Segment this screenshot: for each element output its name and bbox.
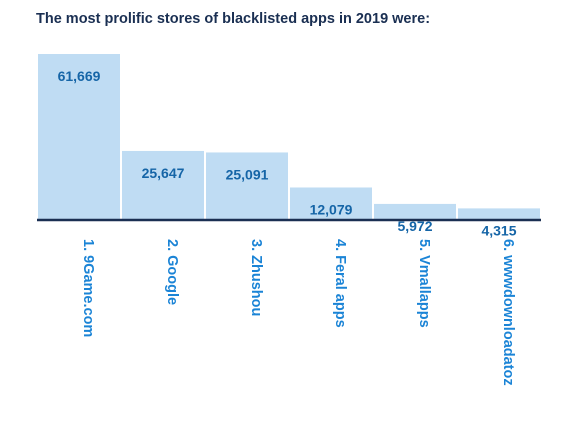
category-labels-layer: 1. 9Game.com 2. Google 3. Zhushou 4. Feral …: [80, 239, 516, 386]
bar-2: [122, 150, 204, 220]
category-label-2: 2. Google: [164, 239, 180, 305]
value-labels-layer: 61,669 25,647 25,091 12,079 5,972 4,315: [58, 68, 517, 238]
bar-4: [290, 187, 372, 220]
bar-3: [206, 152, 288, 220]
category-label-1: 1. 9Game.com: [80, 239, 96, 337]
bar-6: [458, 208, 540, 220]
value-label-3: 25,091: [226, 166, 269, 182]
bar-5: [374, 203, 456, 220]
value-label-2: 25,647: [142, 165, 185, 181]
bar-1: [38, 54, 120, 220]
value-label-5: 5,972: [397, 218, 432, 234]
value-label-1: 61,669: [58, 68, 101, 84]
category-label-4: 4. Feral apps: [332, 239, 348, 328]
category-label-6: 6. wwwdownloadatoz: [500, 239, 516, 386]
bars-layer: [38, 54, 540, 220]
category-label-3: 3. Zhushou: [248, 239, 264, 316]
value-label-4: 12,079: [310, 201, 353, 217]
category-label-5: 5. Vmallapps: [416, 239, 432, 328]
value-label-6: 4,315: [481, 222, 516, 238]
chart-title: The most prolific stores of blacklisted …: [36, 11, 431, 27]
